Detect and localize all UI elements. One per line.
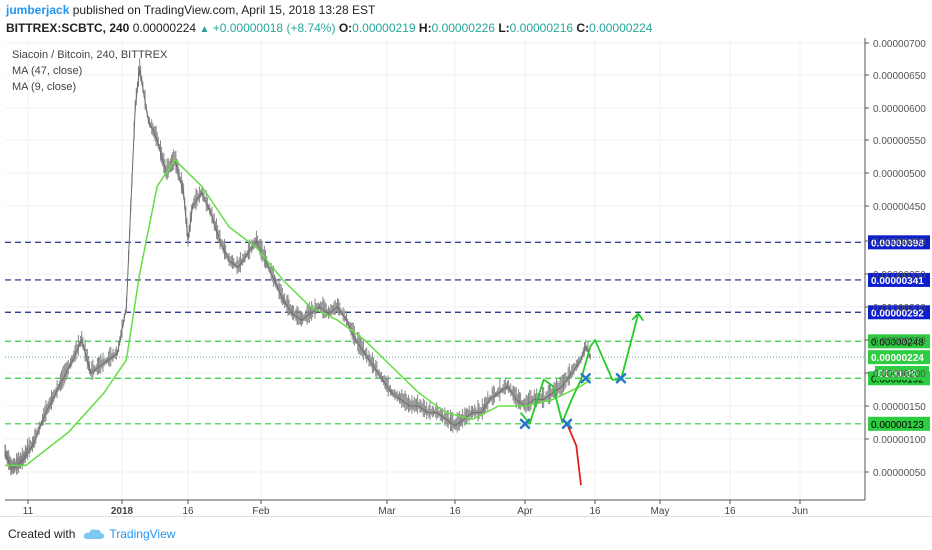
current-price-badge (868, 350, 930, 365)
symbol-label: BITTREX:SCBTC, 240 (6, 21, 130, 35)
x-tick-label: Feb (252, 506, 270, 516)
y-tick-label: 0.00000300 (873, 303, 926, 314)
change-value: +0.00000018 (+8.74%) (212, 21, 336, 35)
y-tick-label: 0.00000500 (873, 169, 926, 180)
x-tick-label: Mar (378, 506, 396, 516)
high-value: 0.00000226 (431, 21, 495, 35)
y-tick-label: 0.00000700 (873, 39, 926, 50)
resistance-level-label: 0.00000292 (871, 308, 924, 319)
current-price-label: 0.00000224 (871, 353, 924, 364)
x-tick-label: Jun (792, 506, 808, 516)
y-tick-label: 0.00000200 (873, 369, 926, 380)
y-tick-label: 0.00000150 (873, 402, 926, 413)
y-tick-label: 0.00000100 (873, 435, 926, 446)
high-label: H: (418, 21, 432, 35)
x-tick-label: 16 (589, 506, 601, 516)
y-tick-label: 0.00000250 (873, 336, 926, 347)
x-tick-label: Apr (517, 506, 533, 516)
y-tick-label: 0.00000400 (873, 237, 926, 248)
low-value: 0.00000216 (509, 21, 574, 35)
y-tick-label: 0.00000350 (873, 270, 926, 281)
projection-arrow-icon (631, 312, 645, 322)
cross-marker-icon (519, 418, 531, 430)
price-line (4, 68, 591, 470)
resistance-level-label: 0.00000398 (871, 238, 924, 249)
cross-marker-icon (580, 373, 591, 384)
resistance-level-badge (868, 272, 930, 287)
cross-marker-icon (561, 418, 573, 430)
chart-legend: Siacoin / Bitcoin, 240, BITTREX MA (47, … (12, 47, 167, 95)
open-label: O: (338, 21, 353, 35)
support-level-badge (868, 416, 930, 431)
tradingview-link[interactable]: TradingView (109, 526, 176, 541)
created-with-text: Created with (8, 526, 76, 541)
x-tick-label: 11 (23, 506, 34, 516)
x-tick-label: 16 (724, 506, 736, 516)
up-arrow-icon: ▲ (199, 24, 210, 35)
footer: Created with TradingView (0, 516, 932, 550)
resistance-level-badge (868, 235, 930, 250)
price-chart[interactable]: 0.00000398 0.00000341 0.00000292 0.00000248… (0, 36, 932, 516)
resistance-level-label: 0.00000341 (871, 276, 924, 287)
y-tick-label: 0.00000550 (873, 136, 926, 147)
x-tick-label: May (651, 506, 670, 516)
y-tick-label: 0.00000050 (873, 468, 926, 479)
author-link[interactable]: jumberjack (6, 3, 70, 17)
bearish-projection-path (566, 423, 582, 486)
legend-title: Siacoin / Bitcoin, 240, BITTREX (12, 49, 168, 61)
legend-ma9: MA (9, close) (12, 81, 77, 93)
x-tick-label: 2018 (111, 506, 134, 516)
legend-ma47: MA (47, close) (12, 65, 83, 77)
close-value: 0.00000224 (589, 21, 653, 35)
support-level-label: 0.00000248 (871, 337, 924, 348)
x-tick-label: 16 (182, 506, 194, 516)
publish-header: jumberjack published on TradingView.com,… (0, 0, 932, 36)
y-tick-label: 0.00000450 (873, 202, 926, 213)
close-label: C: (576, 21, 590, 35)
y-tick-label: 0.00000600 (873, 104, 926, 115)
cross-marker-icon (615, 373, 627, 384)
countdown-label: 01:31:29 (878, 369, 917, 380)
support-level-badge (868, 334, 930, 349)
last-price: 0.00000224 (132, 21, 197, 35)
ohlc-line: BITTREX:SCBTC, 240 0.00000224 ▲ +0.00000… (6, 19, 926, 39)
tradingview-cloud-icon (84, 528, 105, 539)
publish-line: jumberjack published on TradingView.com,… (6, 1, 926, 19)
open-value: 0.00000219 (352, 21, 416, 35)
countdown-badge (875, 366, 929, 380)
support-level-label: 0.00000123 (871, 420, 924, 431)
resistance-level-badge (868, 305, 930, 320)
bullish-projection-path (519, 313, 640, 425)
low-label: L: (498, 21, 510, 35)
ma47-line (5, 158, 591, 467)
x-tick-label: 16 (449, 506, 461, 516)
y-tick-label: 0.00000650 (873, 71, 926, 82)
published-text: published on TradingView.com, April 15, … (72, 3, 376, 17)
